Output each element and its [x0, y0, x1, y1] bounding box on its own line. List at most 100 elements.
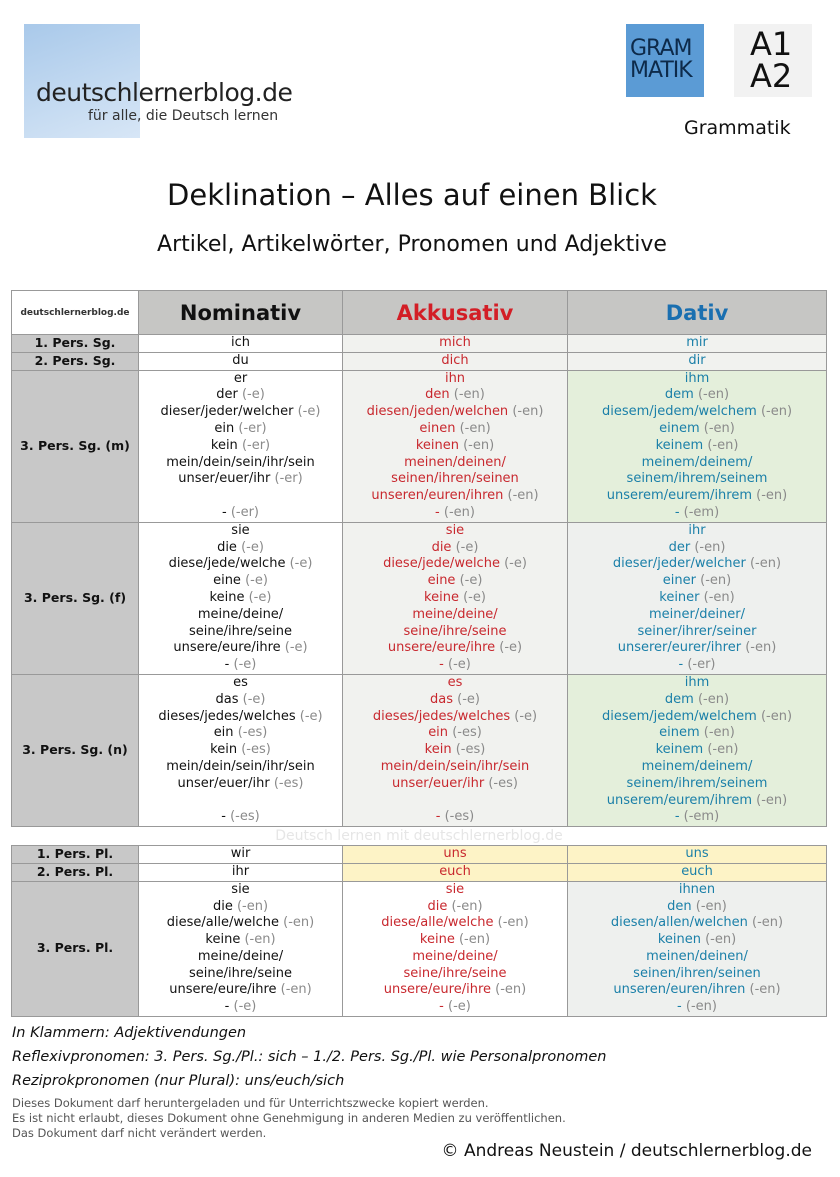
adjective-ending: (-en) [749, 556, 782, 572]
form-line: keinen (-en) [343, 438, 567, 455]
legal-line: Dieses Dokument darf heruntergeladen und… [12, 1096, 489, 1110]
form-word: unsere/eure/ihre [169, 982, 277, 998]
form-word: unsere/eure/ihre [387, 640, 496, 656]
form-word: unseren/euren/ihren [371, 488, 504, 504]
form-word: die [427, 898, 448, 914]
adjective-ending: (-e) [233, 657, 257, 673]
form-word: - [439, 999, 444, 1015]
form-word: dieses/jedes/welches [372, 708, 511, 724]
form-word: keinem [655, 742, 704, 758]
form-line: - (-e) [343, 657, 567, 674]
form-line: ein (-es) [343, 725, 567, 742]
case-cell: ich [138, 334, 343, 353]
form-word: dem [664, 387, 694, 403]
form-line: kein (-es) [343, 742, 567, 759]
logo [24, 24, 140, 138]
form-word: ihn [444, 370, 466, 386]
form-line: es [343, 675, 567, 692]
table-row: 2. Pers. Sg. du dich dir [11, 351, 827, 371]
case-cell: dir [567, 351, 827, 371]
form-word: ihr [231, 863, 250, 879]
form-line: den (-en) [568, 899, 826, 916]
form-line: sie [343, 523, 567, 540]
adjective-ending: (-e) [297, 404, 321, 420]
adjective-ending: (-en) [463, 437, 495, 453]
form-line: einen (-en) [343, 421, 567, 438]
form-word: ein [428, 725, 449, 741]
form-word: seiner/ihrer/seiner [637, 623, 757, 639]
form-line: er [139, 371, 342, 388]
adjective-ending: (-es) [241, 742, 271, 758]
form-line: mein/dein/sein/ihr/sein [139, 759, 342, 776]
form-line: den (-en) [343, 387, 567, 404]
form-line: meine/deine/ [343, 607, 567, 624]
form-word: eine [213, 573, 241, 589]
form-line: keine (-en) [343, 932, 567, 949]
form-line: seinem/ihrem/seinem [568, 471, 826, 488]
form-line: mich [343, 335, 567, 352]
form-line: - (-e) [139, 657, 342, 674]
adjective-ending: (-en) [497, 915, 529, 931]
adjective-ending: (-en) [451, 898, 483, 914]
form-word: kein [210, 742, 238, 758]
category-label: Grammatik [684, 117, 791, 139]
adjective-ending: (-en) [756, 792, 788, 808]
form-word: meinem/deinem/ [641, 758, 753, 774]
form-line: dieser/jeder/welcher (-en) [568, 556, 826, 573]
adjective-ending: (-en) [453, 387, 485, 403]
adjective-ending: (-en) [703, 420, 735, 436]
case-cell: ihm dem (-en) diesem/jedem/welchem (-en) ei… [567, 673, 827, 828]
adjective-ending: (-e) [459, 573, 483, 589]
form-line: keinem (-en) [568, 742, 826, 759]
form-line: - (-er) [139, 505, 342, 522]
form-line: - (-er) [568, 657, 826, 674]
case-cell: es das (-e) dieses/jedes/welches (-e) ein (… [138, 673, 343, 828]
form-line: einem (-en) [568, 725, 826, 742]
form-line: unser/euer/ihr (-es) [343, 776, 567, 793]
form-line: sie [139, 523, 342, 540]
form-line: dieses/jedes/welches (-e) [139, 709, 342, 726]
form-line: unsere/eure/ihre (-en) [139, 982, 342, 999]
form-word: unserem/eurem/ihrem [606, 792, 753, 808]
form-line: kein (-es) [139, 742, 342, 759]
form-word: keine [419, 932, 455, 948]
case-cell: euch [342, 862, 568, 882]
form-line: unser/euer/ihr (-es) [139, 776, 342, 793]
header-nominativ: Nominativ [138, 290, 343, 335]
case-cell: euch [567, 862, 827, 882]
form-line: diesem/jedem/welchem (-en) [568, 404, 826, 421]
form-word: sie [445, 522, 465, 538]
form-line: unsere/eure/ihre (-e) [139, 640, 342, 657]
form-word: mich [439, 335, 471, 350]
form-word: dieses/jedes/welches [158, 708, 296, 724]
form-line: ihr [568, 523, 826, 540]
adjective-ending: (-er) [241, 437, 271, 453]
form-word: diese/jede/welche [168, 556, 286, 572]
adjective-ending: (-es) [444, 809, 475, 825]
adjective-ending: (-e) [499, 640, 523, 656]
table-row: 3. Pers. Pl. sie die (-en) diese/alle/welch… [11, 880, 827, 1018]
form-line: euch [343, 864, 567, 881]
adjective-ending: (-en) [705, 932, 737, 948]
form-line: ein (-er) [139, 421, 342, 438]
adjective-ending: (-e) [455, 539, 479, 555]
form-word: seinen/ihren/seinen [391, 471, 519, 487]
form-word: seine/ihre/seine [403, 965, 507, 981]
declension-table: deutschlernerblog.de Nominativ Akkusativ… [11, 290, 827, 1018]
form-line: - (-e) [139, 999, 342, 1016]
form-word: - [678, 657, 684, 673]
form-line: diese/alle/welche (-en) [139, 915, 342, 932]
form-word: ihm [684, 674, 710, 690]
adjective-ending: (-es) [452, 725, 482, 741]
form-line: unserem/eurem/ihrem (-en) [568, 488, 826, 505]
adjective-ending: (-es) [230, 809, 260, 825]
form-word: dem [664, 691, 694, 707]
form-line: unseren/euren/ihren (-en) [343, 488, 567, 505]
form-line: dieser/jeder/welcher (-e) [139, 404, 342, 421]
form-word: ihnen [678, 881, 716, 897]
form-line: seine/ihre/seine [343, 966, 567, 983]
adjective-ending: (-e) [248, 589, 272, 605]
form-word: unserer/eurer/ihrer [617, 640, 742, 656]
adjective-ending: (-en) [700, 573, 732, 589]
form-line: mein/dein/sein/ihr/sein [343, 759, 567, 776]
